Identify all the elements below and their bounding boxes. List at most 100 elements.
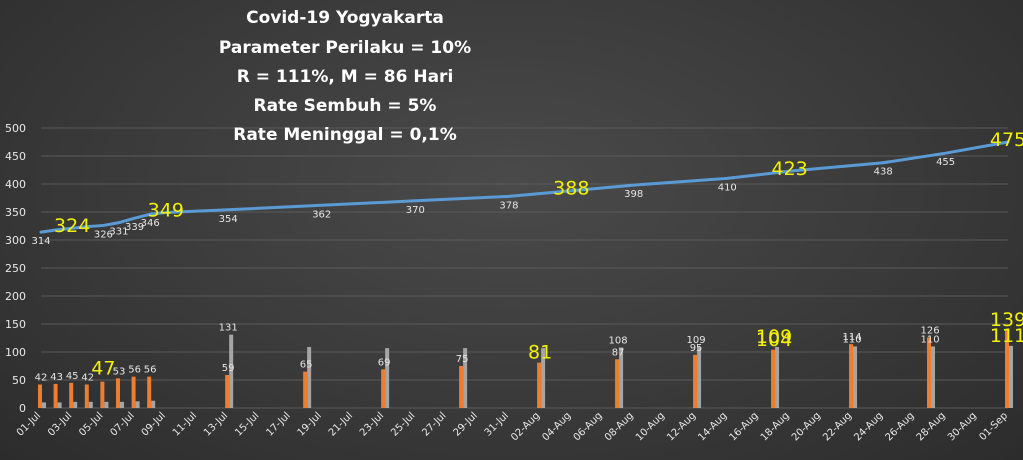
bar-gray xyxy=(463,348,468,408)
bar-orange xyxy=(38,384,42,408)
bar-gray xyxy=(88,401,93,408)
bar-data-label: 42 xyxy=(35,372,48,383)
bar-data-label: 131 xyxy=(219,323,238,334)
chart-title: Covid-19 Yogyakarta Parameter Perilaku =… xyxy=(219,8,471,145)
line-data-label: 410 xyxy=(718,182,737,193)
line-data-label-highlight: 349 xyxy=(148,200,184,222)
bar-data-label: 65 xyxy=(300,360,313,371)
bar-gray xyxy=(853,346,858,408)
y-tick-label: 350 xyxy=(5,206,26,219)
x-tick-label: 20-Aug xyxy=(790,410,823,443)
x-tick-label: 23-Jul xyxy=(358,410,386,438)
x-tick-label: 11-Jul xyxy=(171,410,199,438)
line-data-label-highlight: 388 xyxy=(553,178,589,200)
bar-data-label: 108 xyxy=(609,336,628,347)
bar-data-label: 87 xyxy=(612,347,625,358)
x-tick-label: 12-Aug xyxy=(665,410,698,443)
y-tick-label: 100 xyxy=(5,346,26,359)
bar-gray xyxy=(697,346,702,408)
line-data-label: 455 xyxy=(936,157,955,168)
bar-orange xyxy=(303,371,308,408)
bar-data-label: 95 xyxy=(690,343,703,354)
bar-orange xyxy=(927,337,932,408)
line-data-label: 438 xyxy=(874,167,893,178)
x-tick-label: 31-Jul xyxy=(483,410,511,438)
line-data-label: 339 xyxy=(125,222,144,233)
title-line-3: R = 111%, M = 86 Hari xyxy=(237,67,454,87)
bar-data-label-highlight: 104 xyxy=(756,329,792,351)
y-tick-label: 0 xyxy=(19,402,26,415)
bar-orange xyxy=(537,362,542,408)
line-data-label: 354 xyxy=(219,214,238,225)
y-tick-label: 150 xyxy=(5,318,26,331)
x-tick-label: 21-Jul xyxy=(327,410,355,438)
bar-gray xyxy=(307,346,312,408)
bar-gray xyxy=(135,401,140,408)
bar-orange xyxy=(53,383,58,408)
y-tick-label: 300 xyxy=(5,234,26,247)
bar-gray xyxy=(42,402,46,408)
x-tick-label: 01-Sep xyxy=(977,410,1010,443)
line-data-label: 370 xyxy=(406,205,425,216)
line-series-path xyxy=(39,140,1010,234)
bar-orange xyxy=(84,384,89,408)
title-line-2: Parameter Perilaku = 10% xyxy=(219,38,471,58)
x-tick-label: 08-Aug xyxy=(603,410,636,443)
bar-data-label-highlight: 81 xyxy=(528,342,552,364)
bar-orange xyxy=(771,349,776,408)
x-tick-label: 14-Aug xyxy=(696,410,729,443)
bar-data-label: 110 xyxy=(842,334,861,345)
x-tick-label: 15-Jul xyxy=(233,410,261,438)
x-tick-label: 19-Jul xyxy=(296,410,324,438)
line-data-label: 314 xyxy=(31,236,50,247)
bar-gray xyxy=(541,348,546,408)
bar-gray xyxy=(119,401,124,408)
x-tick-label: 06-Aug xyxy=(572,410,605,443)
x-tick-label: 07-Jul xyxy=(108,410,136,438)
bar-orange xyxy=(225,374,230,408)
bar-data-label: 42 xyxy=(81,372,94,383)
bar-gray xyxy=(73,401,78,408)
bar-data-label: 45 xyxy=(66,371,79,382)
line-series xyxy=(39,140,1010,234)
bar-data-label: 59 xyxy=(222,363,235,374)
bar-orange xyxy=(147,376,152,408)
bar-data-label: 53 xyxy=(113,366,126,377)
bar-orange xyxy=(1005,330,1009,408)
line-data-label: 362 xyxy=(312,209,331,220)
bar-data-label-highlight: 109 xyxy=(756,326,792,348)
bar-gray xyxy=(1009,345,1013,408)
x-tick-label: 22-Aug xyxy=(821,410,854,443)
x-tick-label: 24-Aug xyxy=(852,410,885,443)
line-data-label-highlight: 423 xyxy=(772,158,808,180)
bar-data-label-highlight: 139 xyxy=(990,309,1023,331)
bar-gray xyxy=(57,402,62,408)
line-data-label-highlight: 475 xyxy=(990,129,1023,151)
title-line-4: Rate Sembuh = 5% xyxy=(254,96,437,116)
bar-orange xyxy=(459,366,464,408)
x-tick-label: 25-Jul xyxy=(389,410,417,438)
bar-orange xyxy=(693,354,698,408)
title-line-5: Rate Meninggal = 0,1% xyxy=(233,125,456,145)
x-tick-label: 29-Jul xyxy=(452,410,480,438)
gridlines xyxy=(41,127,1008,409)
bar-orange xyxy=(115,378,120,408)
bar-orange xyxy=(100,381,105,408)
line-data-label: 378 xyxy=(499,200,518,211)
x-tick-label: 30-Aug xyxy=(946,410,979,443)
x-tick-label: 10-Aug xyxy=(634,410,667,443)
bar-data-label: 126 xyxy=(920,325,939,336)
x-tick-label: 13-Jul xyxy=(202,410,230,438)
bar-gray xyxy=(931,346,936,408)
title-line-1: Covid-19 Yogyakarta xyxy=(246,8,444,28)
bars xyxy=(38,330,1013,408)
line-data-label: 331 xyxy=(109,227,128,238)
bar-data-label-highlight: 111 xyxy=(990,325,1023,347)
bar-data-label: 110 xyxy=(920,334,939,345)
bar-gray xyxy=(385,348,390,408)
bar-orange xyxy=(615,359,620,408)
x-tick-label: 26-Aug xyxy=(884,410,917,443)
line-data-label: 346 xyxy=(141,218,160,229)
